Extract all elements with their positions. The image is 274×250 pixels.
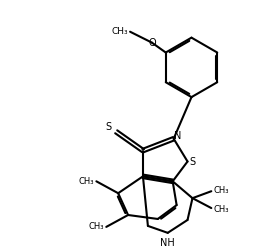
Text: CH₃: CH₃: [213, 186, 229, 195]
Text: N: N: [174, 131, 181, 141]
Text: O: O: [148, 38, 156, 48]
Text: CH₃: CH₃: [79, 177, 95, 186]
Text: NH: NH: [160, 238, 175, 248]
Text: CH₃: CH₃: [213, 204, 229, 214]
Text: CH₃: CH₃: [112, 27, 128, 36]
Text: CH₃: CH₃: [89, 222, 104, 232]
Text: S: S: [189, 156, 196, 166]
Text: S: S: [105, 122, 111, 132]
